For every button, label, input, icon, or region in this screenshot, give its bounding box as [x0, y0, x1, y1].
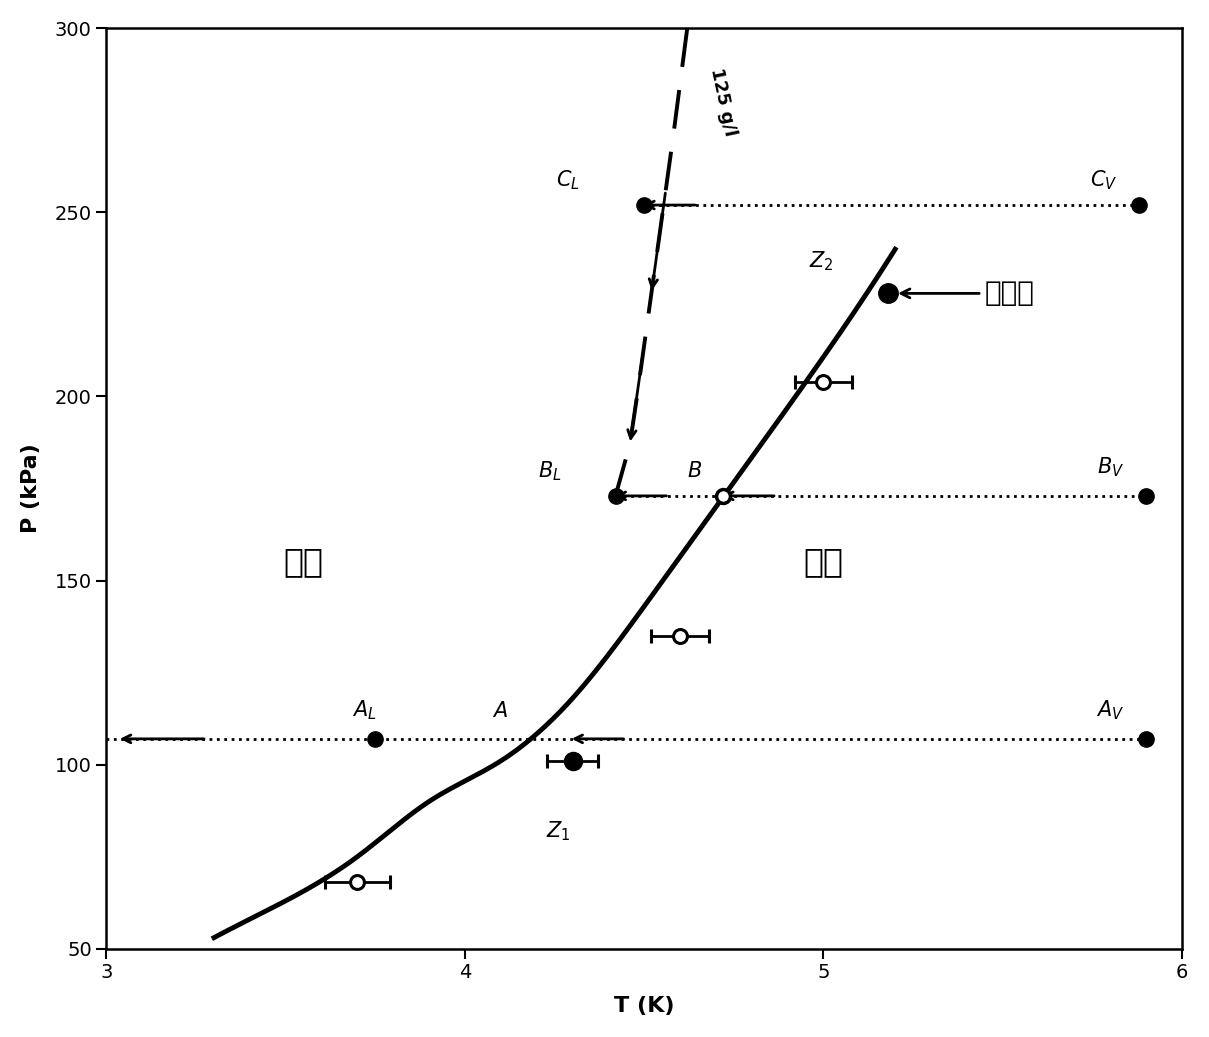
Text: 临界点: 临界点 [901, 279, 1035, 307]
Text: 125 g/l: 125 g/l [707, 66, 739, 138]
Y-axis label: P (kPa): P (kPa) [21, 444, 41, 533]
Text: $C_L$: $C_L$ [556, 169, 579, 192]
Text: $B_V$: $B_V$ [1098, 456, 1124, 479]
Text: $A$: $A$ [492, 701, 508, 721]
Text: $C_V$: $C_V$ [1091, 169, 1117, 192]
Text: 蒸气: 蒸气 [804, 545, 844, 579]
Text: $B$: $B$ [687, 461, 701, 481]
Text: $A_V$: $A_V$ [1097, 699, 1124, 723]
Text: $Z_1$: $Z_1$ [545, 820, 571, 843]
X-axis label: T (K): T (K) [614, 997, 675, 1016]
Text: 液体: 液体 [284, 545, 324, 579]
Text: $A_L$: $A_L$ [352, 699, 377, 723]
Text: $Z_2$: $Z_2$ [809, 250, 834, 273]
Text: $B_L$: $B_L$ [538, 459, 562, 483]
